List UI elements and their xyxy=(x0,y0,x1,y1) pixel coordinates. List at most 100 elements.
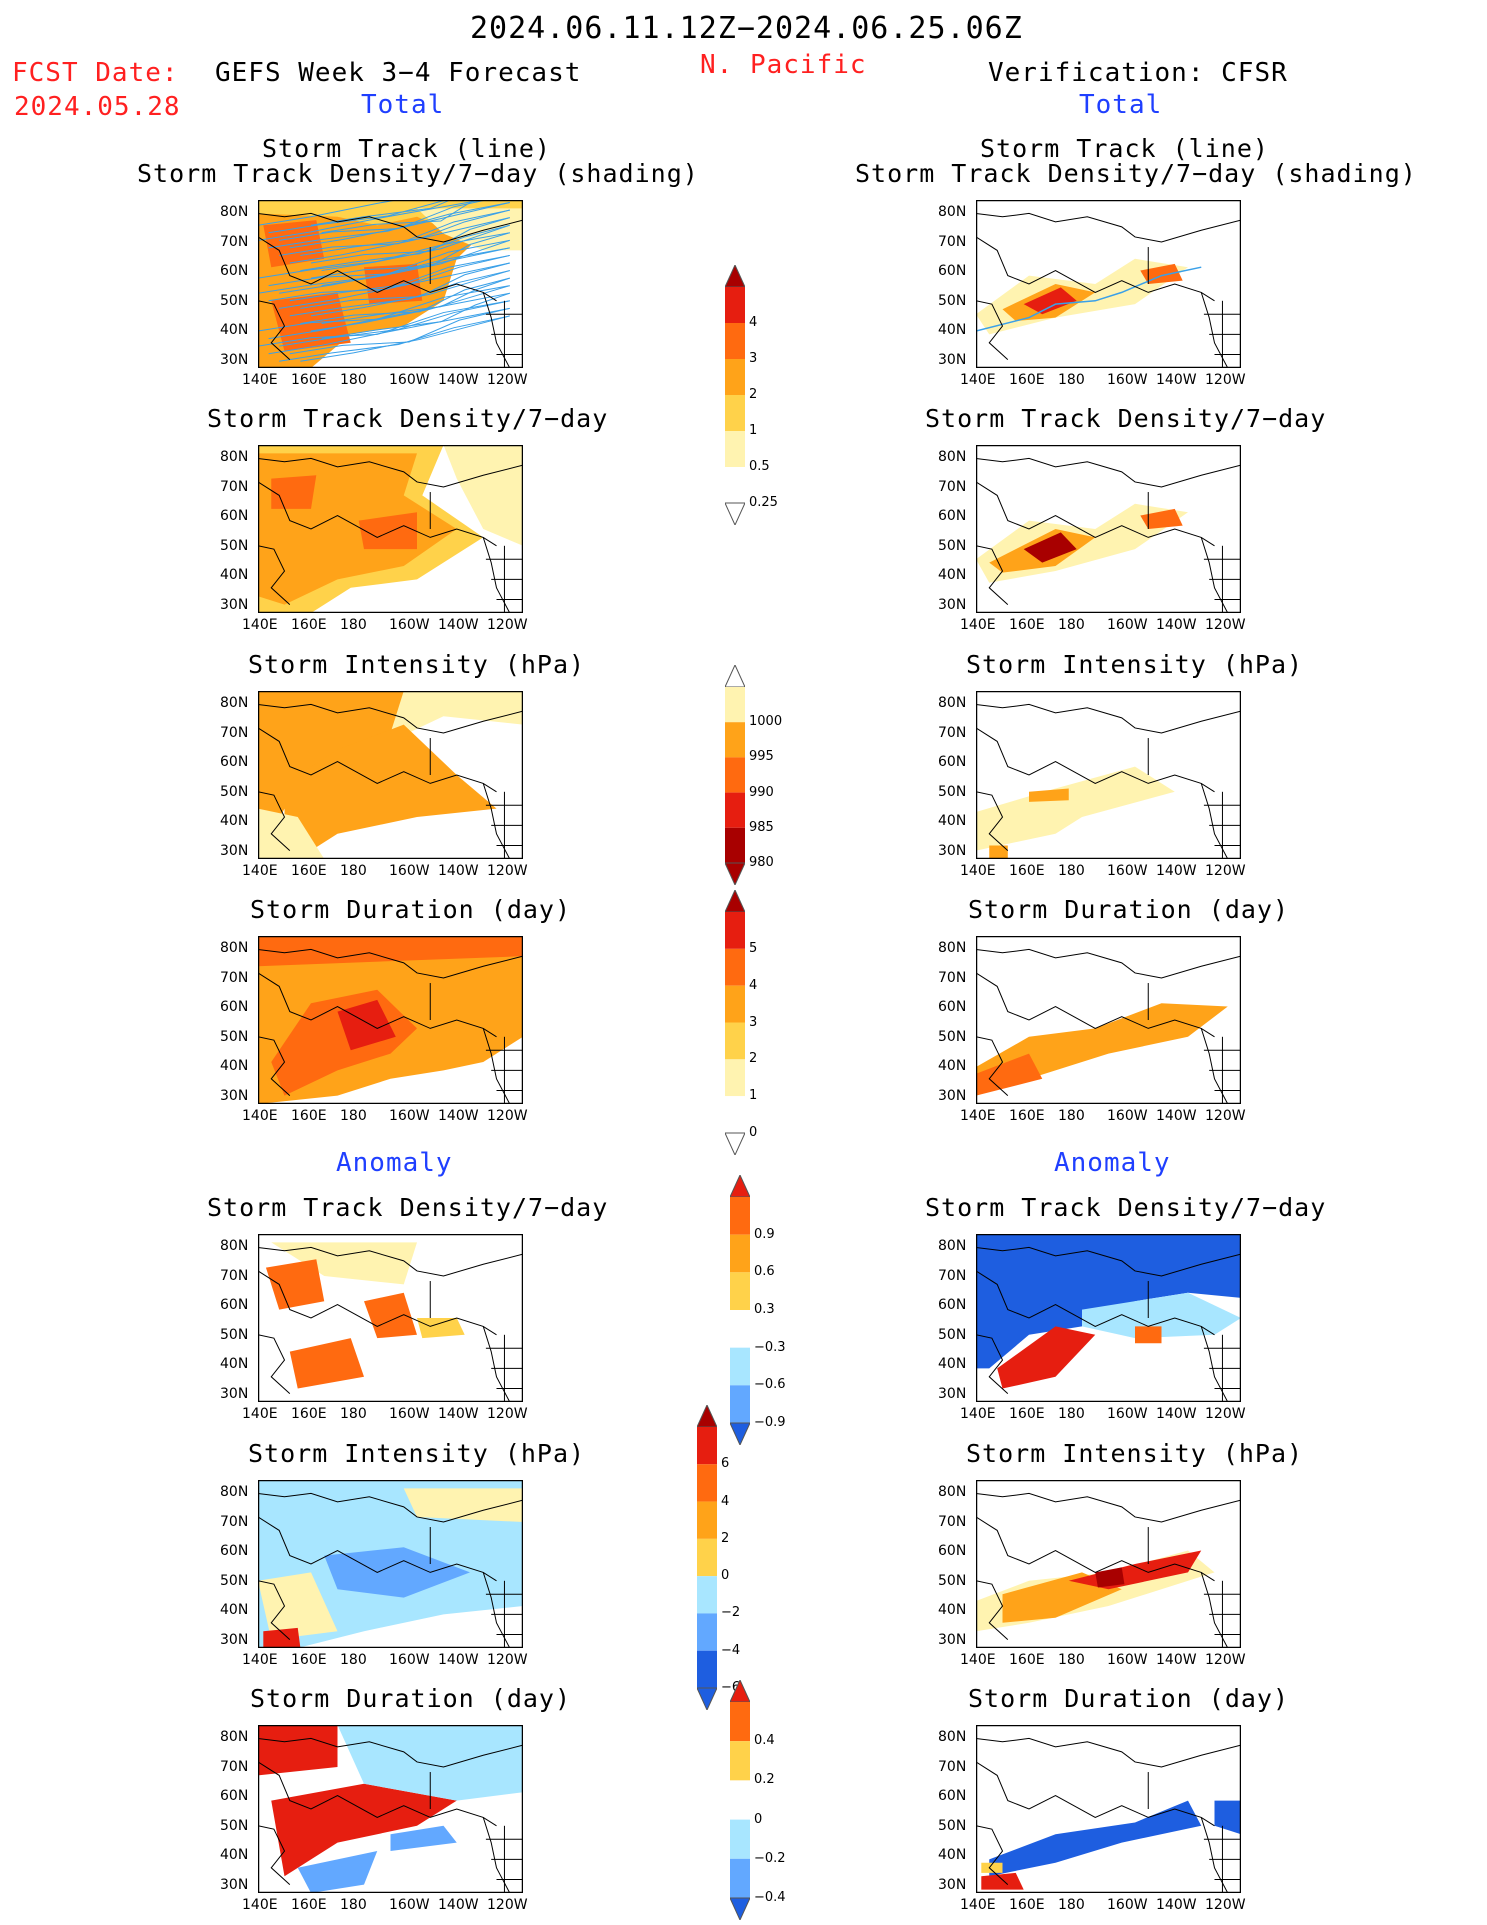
colorbar-label: 0.2 xyxy=(754,1772,775,1788)
colorbar-label: 4 xyxy=(749,977,758,993)
coastline xyxy=(976,972,1215,1038)
map-panel-r1: 80N 70N 60N 50N 40N 30N 140E 160E 180 160W 140W 120… xyxy=(926,192,1261,395)
coastline xyxy=(976,727,1215,793)
colorbar-label: 1000 xyxy=(749,714,783,730)
map-panel-r7: 80N 70N 60N 50N 40N 30N 140E 160E 180 160W 140W 120… xyxy=(926,1717,1261,1920)
coastline xyxy=(976,212,1241,243)
map-panel-l3: 80N 70N 60N 50N 40N 30N 140E 160E 180 160W 140W 120… xyxy=(208,683,543,886)
map-panel-l7: 80N 70N 60N 50N 40N 30N 140E 160E 180 160W 140W 120… xyxy=(208,1717,543,1920)
right-p7-title: Storm Duration (day) xyxy=(968,1684,1290,1713)
colorbar-segment xyxy=(725,431,745,467)
lon-label: 140E xyxy=(242,1652,278,1668)
lat-label: 30N xyxy=(938,1386,967,1402)
lat-label: 60N xyxy=(938,754,967,771)
shade-region xyxy=(1029,788,1069,802)
lat-label: 70N xyxy=(938,233,967,250)
lon-label: 160E xyxy=(291,863,327,879)
colorbar-density: 4 3 2 1 0.5 0.25 xyxy=(725,265,785,525)
left-p6-title: Storm Intensity (hPa) xyxy=(248,1439,586,1468)
lat-label: 30N xyxy=(220,1877,249,1893)
coastline xyxy=(482,1028,511,1104)
fcst-date-value: 2024.05.28 xyxy=(14,92,181,122)
shade-region xyxy=(265,1259,325,1310)
map-plot xyxy=(976,200,1241,368)
coastline xyxy=(258,1825,291,1885)
coastline xyxy=(976,1246,1241,1277)
lon-label: 140E xyxy=(960,1108,996,1124)
colorbar-label: 5 xyxy=(749,940,758,956)
lon-label: 180 xyxy=(340,1108,367,1124)
lat-label: 70N xyxy=(220,1758,249,1775)
lon-label: 180 xyxy=(340,1406,367,1422)
lon-label: 160W xyxy=(389,1652,430,1668)
colorbar-label: 1 xyxy=(749,1088,758,1104)
lat-label: 40N xyxy=(220,567,249,584)
map-plot xyxy=(258,691,523,859)
lat-label: 50N xyxy=(938,1326,967,1343)
coastline xyxy=(482,292,511,368)
lon-label: 160W xyxy=(1107,863,1148,879)
coastline xyxy=(1200,1817,1229,1893)
right-p1-title2: Storm Track Density/7−day (shading) xyxy=(855,159,1417,188)
shade-region xyxy=(271,475,317,509)
map-frame xyxy=(976,445,1241,613)
lon-label: 160W xyxy=(389,617,430,633)
colorbar-label: −0.6 xyxy=(754,1377,786,1393)
map-panel-l6: 80N 70N 60N 50N 40N 30N 140E 160E 180 160W 140W 120… xyxy=(208,1472,543,1675)
storm-track-line xyxy=(289,217,510,264)
colorbar-arrow-top xyxy=(725,265,745,288)
coastline xyxy=(976,1516,1215,1582)
lat-label: 30N xyxy=(938,1877,967,1893)
map-frame xyxy=(258,691,523,859)
lon-label: 140W xyxy=(1156,863,1197,879)
colorbar-segment xyxy=(697,1613,717,1651)
shade-region xyxy=(1023,287,1077,315)
shade-region xyxy=(258,1725,338,1776)
lon-label: 180 xyxy=(1058,617,1085,633)
colorbar-arrow-bottom xyxy=(730,1422,750,1445)
lat-label: 30N xyxy=(938,597,967,613)
colorbar-label: 985 xyxy=(749,819,774,835)
colorbar-arrow-top xyxy=(730,1680,750,1703)
map-frame xyxy=(258,1234,523,1402)
coastline xyxy=(1200,537,1229,613)
map-frame xyxy=(976,691,1241,859)
lon-label: 140W xyxy=(438,863,479,879)
lon-label: 120W xyxy=(487,863,528,879)
lat-label: 80N xyxy=(220,204,249,220)
lon-label: 140W xyxy=(1156,1897,1197,1913)
map-panel-r5: 80N 70N 60N 50N 40N 30N 140E 160E 180 160W 140W 120… xyxy=(926,1226,1261,1429)
lat-label: 40N xyxy=(938,1602,967,1619)
colorbar-label: 0.9 xyxy=(754,1226,775,1242)
coastline xyxy=(258,1761,497,1827)
coastline xyxy=(258,300,291,360)
lon-label: 160E xyxy=(291,1652,327,1668)
colorbar-segment xyxy=(725,757,745,793)
colorbar-segment xyxy=(725,985,745,1023)
shade-region xyxy=(981,1862,1003,1873)
storm-track-line xyxy=(976,266,1202,332)
storm-track-line xyxy=(268,292,510,340)
storm-track-line xyxy=(300,315,510,362)
lon-label: 140W xyxy=(1156,372,1197,388)
coastline xyxy=(976,1270,1215,1336)
left-column-title: GEFS Week 3−4 Forecast xyxy=(215,58,582,88)
lat-label: 50N xyxy=(220,1572,249,1589)
lat-label: 70N xyxy=(938,1513,967,1530)
coastline xyxy=(258,236,497,302)
lat-label: 70N xyxy=(220,233,249,250)
lat-label: 80N xyxy=(938,204,967,220)
lat-label: 50N xyxy=(938,537,967,554)
lat-label: 50N xyxy=(938,292,967,309)
coastline xyxy=(976,948,1241,979)
coastline xyxy=(482,783,511,859)
storm-track-line xyxy=(289,202,510,249)
colorbar-label: −2 xyxy=(721,1605,741,1621)
coastline xyxy=(976,1334,1009,1394)
colorbar-label: 0.25 xyxy=(749,495,778,510)
storm-track-line xyxy=(310,200,452,226)
colorbar-label: 2 xyxy=(721,1530,730,1546)
coastline xyxy=(482,537,511,613)
storm-track-line xyxy=(310,270,510,317)
lon-label: 160E xyxy=(1009,1406,1045,1422)
